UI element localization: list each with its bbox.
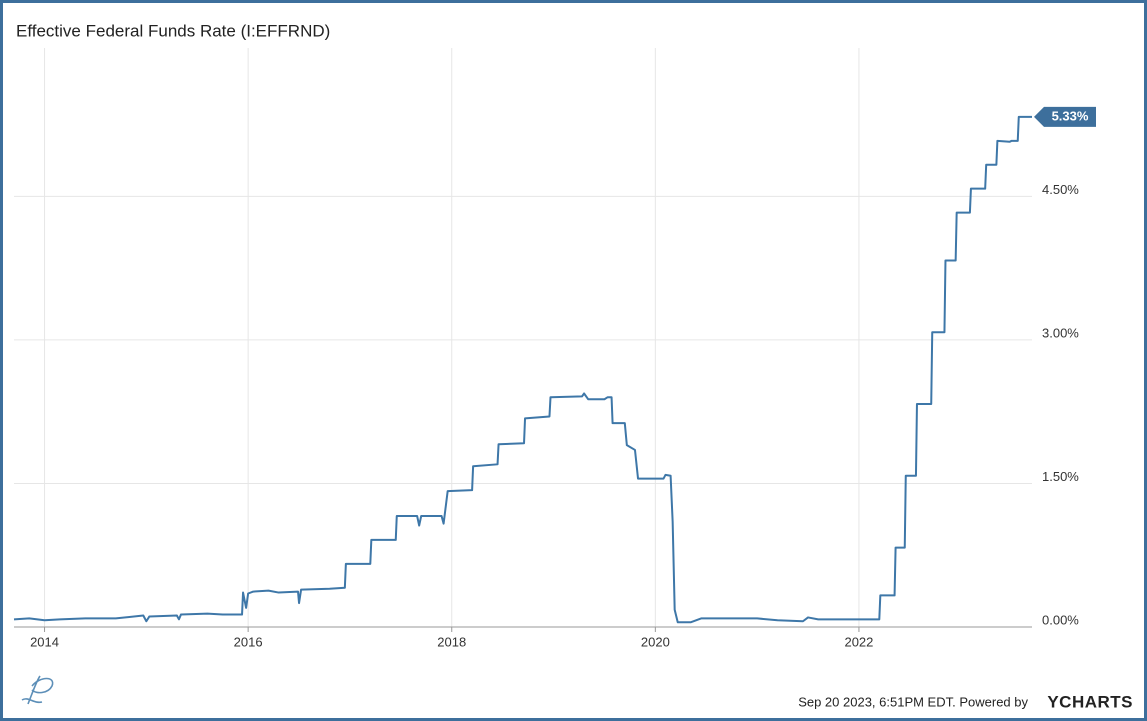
y-tick-label: 0.00%	[1042, 612, 1079, 627]
line-series	[13, 115, 1032, 624]
y-tick-label: 3.00%	[1042, 325, 1079, 340]
footer-timestamp: Sep 20 2023, 6:51PM EDT. Powered by	[798, 694, 1028, 709]
footer-brand: YCHARTS	[1047, 692, 1133, 711]
x-tick-label: 2020	[641, 634, 670, 649]
x-tick-label: 2018	[437, 634, 466, 649]
value-flag-label: 5.33%	[1052, 108, 1089, 123]
x-tick-label: 2016	[234, 634, 263, 649]
y-tick-label: 1.50%	[1042, 469, 1079, 484]
y-tick-label: 4.50%	[1042, 182, 1079, 197]
x-tick-label: 2014	[30, 634, 59, 649]
chart-title: Effective Federal Funds Rate (I:EFFRND)	[16, 21, 330, 40]
logo	[21, 675, 54, 705]
value-flag	[1034, 106, 1096, 127]
x-tick-label: 2022	[844, 634, 873, 649]
